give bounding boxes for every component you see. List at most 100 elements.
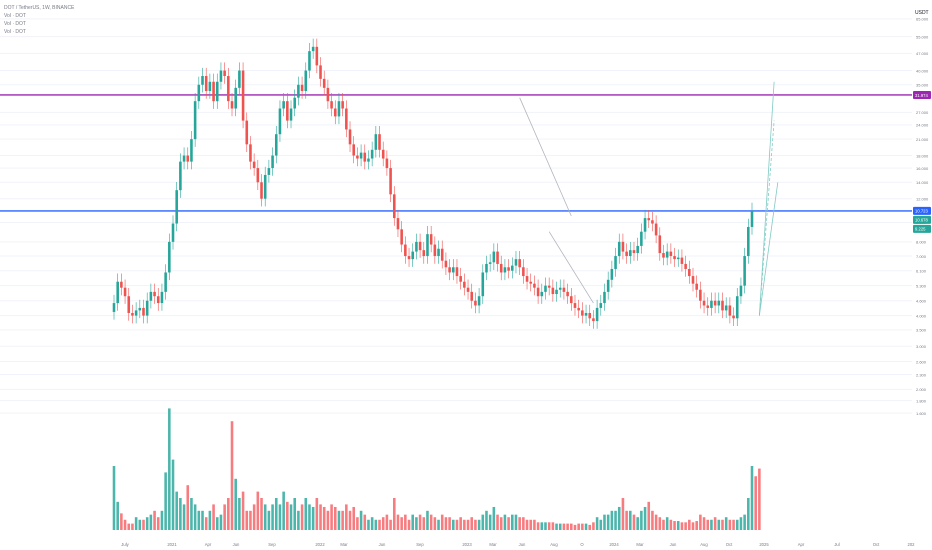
- candle-body: [724, 305, 728, 311]
- volume-bar: [282, 491, 285, 530]
- volume-bar: [156, 517, 160, 530]
- volume-bar: [249, 510, 252, 530]
- candle-body: [389, 168, 392, 195]
- volume-bar: [348, 510, 352, 530]
- volume-bar: [713, 517, 717, 530]
- volume-bar: [171, 459, 175, 530]
- volume-bar: [112, 466, 116, 530]
- volume-bar: [153, 510, 156, 530]
- volume-bar: [352, 506, 356, 530]
- volume-bar: [311, 506, 315, 530]
- price-tick-label: 16.000: [916, 166, 929, 171]
- volume-bar: [629, 510, 632, 530]
- candle-body: [750, 210, 754, 227]
- chart-grid: [0, 18, 912, 414]
- volume-bar: [466, 519, 470, 530]
- volume-bar: [186, 485, 190, 530]
- candle-body: [544, 285, 547, 292]
- candle-body: [632, 250, 636, 254]
- volume-bar: [116, 501, 119, 530]
- candle-body: [717, 300, 721, 306]
- time-tick-label: Mar: [489, 542, 497, 547]
- volume-bar: [588, 524, 592, 530]
- volume-bar: [492, 506, 496, 530]
- volume-bar: [223, 504, 226, 530]
- volume-bar: [315, 498, 319, 530]
- time-tick-label: Jun: [670, 542, 677, 547]
- volume-bar: [267, 510, 271, 530]
- volume-bar: [499, 517, 503, 530]
- volume-bar: [123, 519, 127, 530]
- candle-body: [297, 84, 300, 98]
- candle-body: [463, 281, 466, 288]
- volume-bar: [522, 517, 525, 530]
- volume-bar: [459, 517, 462, 530]
- volume-bar: [514, 514, 518, 530]
- time-axis[interactable]: July 2021 Apr Jun Sep 2022 Mar Jun Sep 2023 Mar Jun…: [121, 542, 915, 547]
- volume-series: [112, 408, 761, 530]
- candle-body: [326, 87, 330, 102]
- projection-line: [758, 120, 775, 316]
- candle-body: [721, 300, 724, 311]
- projection-line: [758, 182, 779, 316]
- candle-body: [732, 315, 735, 319]
- volume-bar: [145, 517, 149, 530]
- volume-bar: [389, 519, 392, 530]
- time-tick-label: Mar: [636, 542, 644, 547]
- horizontal-line-price-label: 31.974: [915, 93, 928, 98]
- candle-body: [219, 70, 223, 82]
- candle-body: [197, 84, 201, 102]
- candle-body: [651, 220, 654, 224]
- time-tick-label: Oct: [873, 542, 880, 547]
- volume-bar: [706, 519, 710, 530]
- price-tick-label: 35.000: [916, 83, 929, 88]
- candle-body: [286, 101, 289, 121]
- candle-body: [488, 262, 492, 264]
- volume-bar: [404, 514, 407, 530]
- candle-body: [643, 218, 647, 232]
- price-axis-area[interactable]: [912, 0, 932, 550]
- currency-label: USDT: [915, 10, 929, 16]
- time-tick-label: 2025: [759, 542, 769, 547]
- volume-bar: [702, 517, 706, 530]
- volume-bar: [160, 510, 164, 530]
- volume-bar: [566, 523, 569, 530]
- volume-bar: [278, 504, 282, 530]
- horizontal-levels: [0, 94, 912, 212]
- volume-bar: [584, 523, 588, 530]
- price-tick-label: 5.300: [916, 283, 927, 288]
- candle-body: [426, 234, 429, 257]
- time-tick-label: Jul: [834, 542, 839, 547]
- candle-body: [120, 281, 123, 288]
- price-tick-label: 12.000: [916, 196, 929, 201]
- volume-bar: [293, 498, 296, 530]
- volume-bar: [127, 523, 131, 530]
- volume-bar: [599, 519, 603, 530]
- volume-bar: [625, 510, 628, 530]
- volume-bar: [477, 519, 481, 530]
- price-tick-label: 18.000: [916, 153, 929, 158]
- price-axis[interactable]: 65.000 55.000 47.000 40.000 35.000 27.000 24.0…: [913, 17, 931, 416]
- candle-body: [499, 263, 503, 273]
- candle-body: [223, 70, 226, 77]
- volume-bar: [640, 510, 643, 530]
- candle-body: [282, 101, 285, 109]
- volume-bar: [739, 517, 743, 530]
- volume-bar: [680, 522, 684, 530]
- candle-body: [584, 312, 588, 316]
- candle-body: [215, 81, 219, 102]
- candle-body: [518, 259, 521, 268]
- candle-body: [407, 256, 411, 260]
- time-tick-label: Sep: [268, 542, 276, 547]
- candle-body: [138, 307, 142, 311]
- candle-body: [352, 144, 356, 156]
- volume-bar: [754, 476, 757, 530]
- volume-bar: [260, 498, 263, 530]
- candle-body: [536, 287, 540, 297]
- candle-body: [116, 281, 119, 304]
- candle-body: [300, 84, 304, 92]
- candle-body: [743, 256, 746, 286]
- volume-bar: [308, 504, 311, 530]
- candle-body: [433, 244, 437, 257]
